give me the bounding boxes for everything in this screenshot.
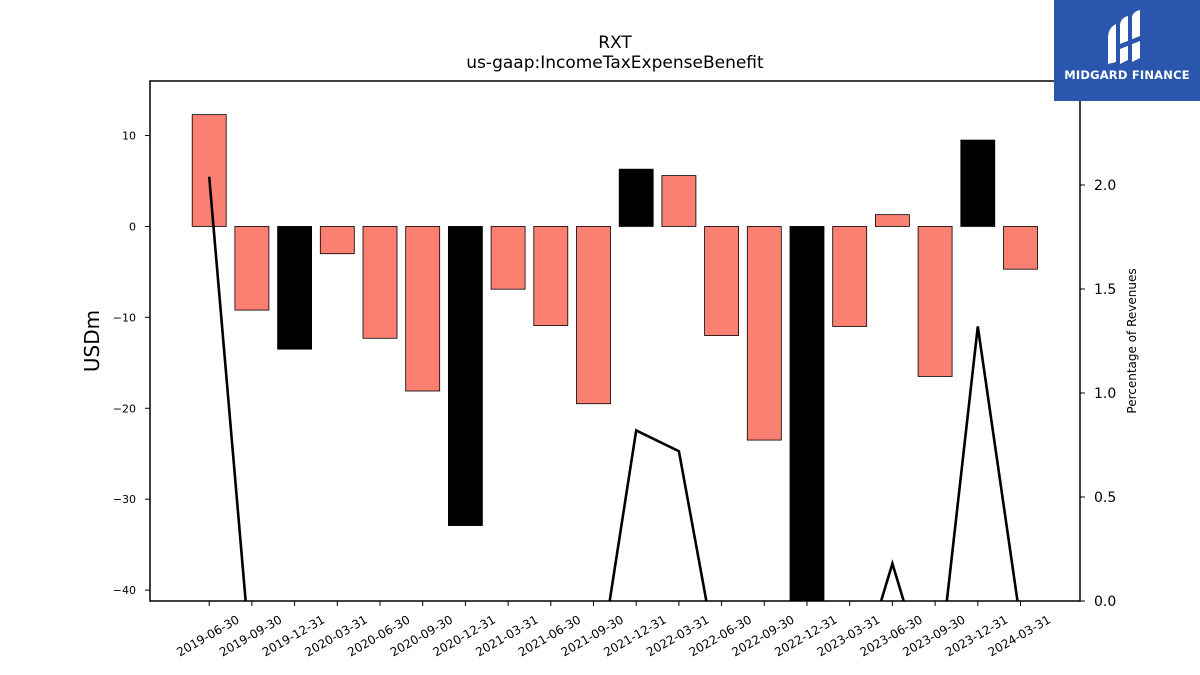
y-tick-label: −40 <box>113 584 136 597</box>
bar-2020-09-30 <box>405 226 441 392</box>
bar-2022-06-30 <box>704 226 739 336</box>
plot-frame <box>149 80 1081 602</box>
bar-2023-09-30 <box>917 226 953 377</box>
bar-2020-12-31 <box>447 226 483 526</box>
bar-2021-09-30 <box>576 226 611 405</box>
x-axis: 2019-06-302019-09-302019-12-312020-03-31… <box>174 601 1053 659</box>
y-tick-label: −20 <box>113 402 136 415</box>
y-axis: 10 0 −10 −20 −30 −40 <box>113 130 150 597</box>
chart-subtitle: us-gaap:IncomeTaxExpenseBenefit <box>466 53 764 73</box>
chart-title: RXT <box>598 33 632 53</box>
y-tick-label: −30 <box>113 493 136 506</box>
line-group <box>207 176 1019 601</box>
y2-tick-label: 2.0 <box>1094 178 1116 194</box>
y2-axis: 0.0 0.5 1.0 1.5 2.0 <box>1080 178 1116 610</box>
bar-2019-12-31 <box>277 226 313 350</box>
bar-2023-06-30 <box>875 214 910 227</box>
y2-axis-label: Percentage of Revenues <box>1125 268 1139 413</box>
bar-2022-09-30 <box>746 226 782 441</box>
bar-group <box>191 114 1038 601</box>
y-axis-label: USDm <box>80 310 104 372</box>
y-tick-label: −10 <box>113 311 136 324</box>
y2-tick-label: 1.5 <box>1094 282 1116 298</box>
bar-2023-03-31 <box>832 226 868 327</box>
y2-tick-label: 0.5 <box>1094 490 1116 506</box>
brand-logo: MIDGARD FINANCE <box>1054 0 1200 101</box>
bar-2021-06-30 <box>533 226 569 326</box>
revenue-percentage-line <box>207 176 1019 601</box>
y2-tick-label: 0.0 <box>1094 594 1116 610</box>
bar-2024-03-31 <box>1003 226 1038 270</box>
bar-2021-12-31 <box>618 168 654 227</box>
bar-2023-12-31 <box>960 139 996 227</box>
bar-2019-06-30 <box>191 114 227 227</box>
y-tick-label: 0 <box>129 220 136 233</box>
bar-2019-09-30 <box>234 226 270 311</box>
logo-mark-icon <box>1108 10 1140 64</box>
bar-2022-03-31 <box>661 175 697 227</box>
bar-2020-03-31 <box>319 226 355 255</box>
bar-2020-06-30 <box>362 226 398 339</box>
logo-text: MIDGARD FINANCE <box>1064 68 1190 82</box>
bar-2021-03-31 <box>490 226 526 290</box>
bar-2022-12-31 <box>789 226 825 601</box>
y2-tick-label: 1.0 <box>1094 386 1116 402</box>
y-tick-label: 10 <box>122 130 136 143</box>
